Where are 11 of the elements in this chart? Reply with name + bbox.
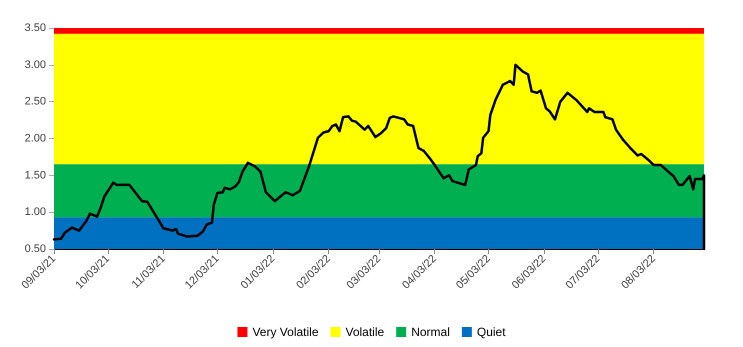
y-tick-label: 3.00 (24, 58, 46, 71)
legend-label: Volatile (345, 325, 385, 339)
y-tick-label: 3.50 (24, 22, 46, 34)
y-tick-label: 1.50 (24, 169, 46, 182)
legend-label: Normal (411, 325, 450, 339)
y-tick-label: 2.00 (24, 132, 46, 144)
legend-label: Quiet (476, 325, 506, 339)
y-tick-label: 2.50 (24, 96, 46, 108)
legend-label: Very Volatile (252, 325, 319, 339)
y-tick-label: 1.00 (24, 206, 46, 218)
y-tick-label: 0.50 (24, 243, 46, 255)
